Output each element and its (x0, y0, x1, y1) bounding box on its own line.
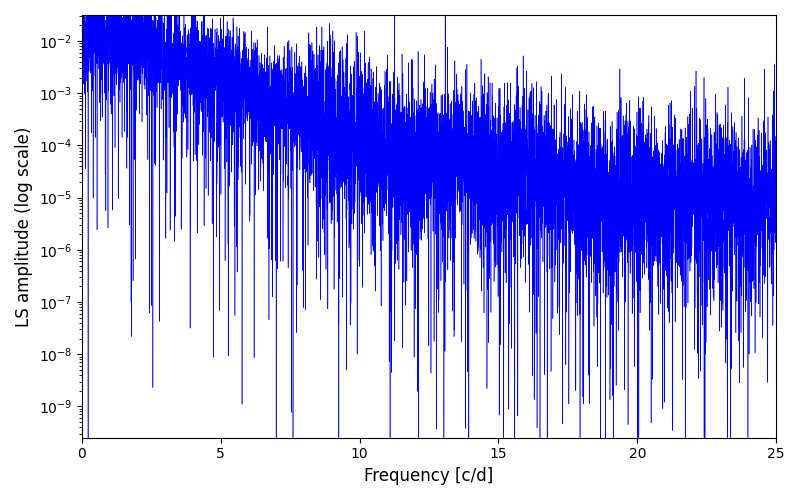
Y-axis label: LS amplitude (log scale): LS amplitude (log scale) (15, 126, 33, 326)
X-axis label: Frequency [c/d]: Frequency [c/d] (364, 467, 494, 485)
